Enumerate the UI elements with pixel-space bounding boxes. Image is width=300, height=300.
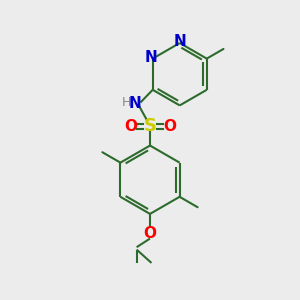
Text: N: N — [145, 50, 158, 64]
Text: O: O — [163, 119, 176, 134]
Text: S: S — [143, 117, 157, 135]
Text: O: O — [124, 119, 137, 134]
Text: O: O — [143, 226, 157, 241]
Text: H: H — [122, 96, 131, 109]
Text: N: N — [173, 34, 186, 49]
Text: N: N — [129, 96, 142, 111]
